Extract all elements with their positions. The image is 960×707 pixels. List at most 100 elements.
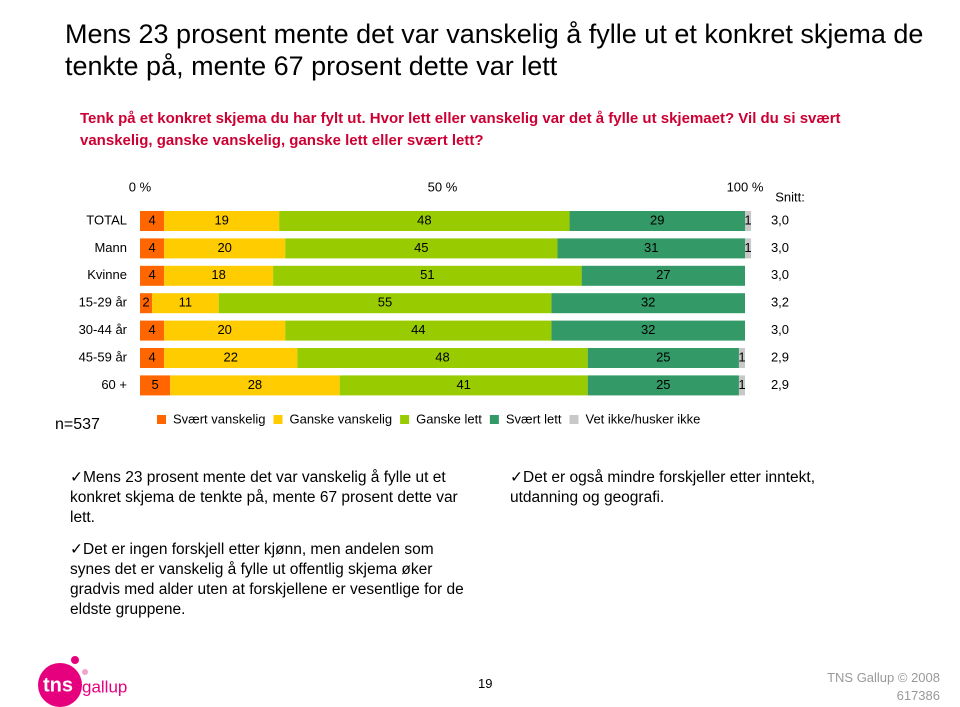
bar-segment bbox=[152, 293, 219, 314]
value-label: 29 bbox=[650, 212, 664, 227]
y-tick-label: 30-44 år bbox=[79, 322, 128, 337]
y-tick-label: 45-59 år bbox=[79, 349, 128, 364]
legend-label: Ganske lett bbox=[416, 411, 482, 426]
value-label: 28 bbox=[248, 377, 262, 392]
bar-segment bbox=[218, 293, 552, 314]
value-label: 4 bbox=[148, 349, 155, 364]
bar-segment bbox=[738, 348, 745, 368]
average-label: 2,9 bbox=[771, 349, 789, 364]
notes-left: Mens 23 prosent mente det var vanskelig … bbox=[70, 468, 470, 632]
bar-segment bbox=[738, 375, 745, 396]
bar-segment bbox=[339, 375, 588, 396]
question: Tenk på et konkret skjema du har fylt ut… bbox=[80, 110, 841, 149]
bar-segment bbox=[164, 238, 286, 259]
value-label: 55 bbox=[378, 295, 392, 310]
value-label: 48 bbox=[435, 349, 449, 364]
bar-segment bbox=[587, 375, 739, 396]
average-label: 3,0 bbox=[771, 240, 789, 255]
value-label: 20 bbox=[217, 322, 231, 337]
page-number: 19 bbox=[478, 676, 493, 691]
bar-segment bbox=[164, 265, 274, 286]
y-tick-label: 60 + bbox=[101, 377, 127, 392]
value-label: 4 bbox=[148, 212, 155, 227]
bar-segment bbox=[164, 348, 298, 368]
legend-swatch bbox=[569, 415, 579, 424]
value-label: 1 bbox=[738, 377, 745, 392]
value-label: 18 bbox=[211, 267, 225, 282]
copyright: TNS Gallup © 2008 bbox=[827, 670, 940, 685]
value-label: 48 bbox=[417, 212, 431, 227]
bar-segment bbox=[140, 238, 165, 259]
bar-segment bbox=[279, 211, 570, 231]
value-label: 4 bbox=[148, 240, 155, 255]
bar-segment bbox=[140, 293, 153, 314]
bar-segment bbox=[140, 375, 171, 396]
logo-dot bbox=[71, 656, 79, 664]
bar-segment bbox=[140, 320, 165, 341]
y-tick-label: Mann bbox=[94, 240, 127, 255]
average-title: Snitt: bbox=[775, 189, 805, 204]
bar-segment bbox=[170, 375, 340, 396]
value-label: 51 bbox=[420, 267, 434, 282]
value-label: 1 bbox=[744, 240, 751, 255]
average-label: 3,0 bbox=[771, 212, 789, 227]
average-label: 2,9 bbox=[771, 377, 789, 392]
bar-segment bbox=[140, 348, 165, 368]
bar-segment bbox=[140, 211, 165, 231]
value-label: 4 bbox=[148, 322, 155, 337]
legend-swatch bbox=[273, 415, 283, 424]
note: Det er også mindre forskjeller etter inn… bbox=[510, 468, 840, 508]
value-label: 11 bbox=[179, 295, 193, 310]
logo-dot bbox=[82, 669, 88, 675]
legend-label: Vet ikke/husker ikke bbox=[586, 411, 701, 426]
value-label: 19 bbox=[214, 212, 228, 227]
legend-swatch bbox=[157, 415, 166, 424]
logo-sub: gallup bbox=[82, 677, 127, 696]
logo-text: tns bbox=[43, 674, 73, 696]
note: Det er ingen forskjell etter kjønn, men … bbox=[70, 540, 470, 620]
y-tick-label: TOTAL bbox=[86, 212, 127, 227]
value-label: 4 bbox=[148, 267, 155, 282]
code: 617386 bbox=[896, 688, 940, 703]
value-label: 31 bbox=[644, 240, 658, 255]
value-label: 22 bbox=[224, 349, 238, 364]
average-label: 3,2 bbox=[771, 295, 789, 310]
bar-segment bbox=[569, 211, 745, 231]
value-label: 20 bbox=[217, 240, 231, 255]
bar-segment bbox=[745, 211, 752, 231]
bar-segment bbox=[140, 265, 165, 286]
bar-segment bbox=[557, 238, 745, 259]
legend-label: Svært lett bbox=[506, 411, 562, 426]
bar-segment bbox=[273, 265, 582, 286]
value-label: 1 bbox=[744, 212, 751, 227]
value-label: 25 bbox=[656, 349, 670, 364]
x-tick-label: 0 % bbox=[129, 179, 152, 194]
legend-label: Ganske vanskelig bbox=[289, 411, 392, 426]
bar-segment bbox=[551, 293, 745, 314]
bar-segment bbox=[164, 320, 286, 341]
value-label: 32 bbox=[641, 322, 655, 337]
bar-segment bbox=[745, 238, 752, 259]
value-label: 5 bbox=[152, 377, 159, 392]
slide-title: Mens 23 prosent mente det var vanskelig … bbox=[65, 19, 924, 81]
logo-circle bbox=[38, 663, 82, 707]
value-label: 27 bbox=[656, 267, 670, 282]
y-tick-label: Kvinne bbox=[87, 267, 127, 282]
bar-segment bbox=[285, 320, 552, 341]
value-label: 45 bbox=[414, 240, 428, 255]
bar-segment bbox=[581, 265, 745, 286]
value-label: 32 bbox=[641, 295, 655, 310]
average-label: 3,0 bbox=[771, 322, 789, 337]
bar-segment bbox=[551, 320, 745, 341]
value-label: 2 bbox=[142, 295, 149, 310]
y-tick-label: 15-29 år bbox=[79, 295, 128, 310]
bar-segment bbox=[285, 238, 558, 259]
bar-segment bbox=[164, 211, 280, 231]
bar-segment bbox=[297, 348, 588, 368]
sample-size: n=537 bbox=[55, 416, 100, 433]
logo: tns gallup bbox=[38, 656, 127, 707]
legend-swatch bbox=[489, 415, 499, 424]
average-label: 3,0 bbox=[771, 267, 789, 282]
